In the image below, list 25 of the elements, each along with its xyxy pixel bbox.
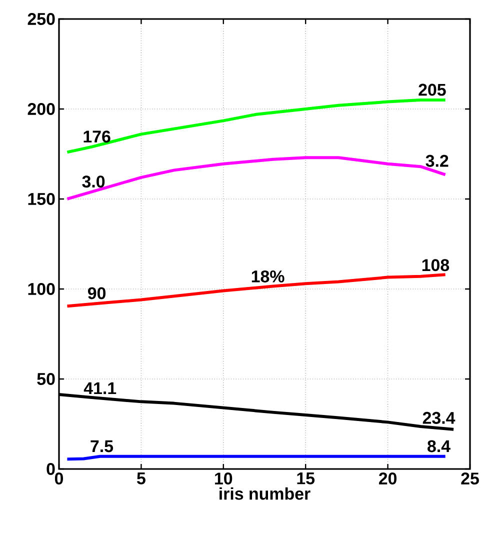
annotation: 3.0: [82, 176, 105, 188]
x-tick-label: 25: [461, 472, 479, 485]
annotation: 7.5: [90, 440, 114, 452]
y-tick-label: 50: [37, 373, 55, 385]
x-axis-title: iris number: [220, 487, 310, 500]
annotation: 23.4: [422, 412, 456, 424]
annotation: 41.1: [84, 382, 116, 394]
annotation: 90: [88, 287, 106, 300]
annotation: 108: [422, 259, 450, 272]
annotation: 18%: [252, 270, 284, 282]
x-tick-label: 10: [215, 472, 232, 485]
annotation: 8.4: [428, 440, 450, 452]
line-series: [66, 98, 447, 154]
x-tick-label: 15: [297, 472, 315, 484]
y-tick-label: 250: [28, 12, 55, 25]
x-tick-label: 5: [137, 472, 146, 484]
annotation: 3.2: [426, 154, 448, 167]
y-tick-label: 200: [28, 103, 55, 115]
y-tick-label: 100: [28, 283, 55, 295]
x-tick-label: 20: [378, 472, 397, 485]
annotation: 176: [84, 130, 110, 143]
y-tick-label: 150: [28, 193, 55, 205]
x-tick-label: 0: [54, 472, 64, 485]
annotation: 205: [418, 84, 446, 96]
y-tick-label: 0: [46, 463, 55, 475]
